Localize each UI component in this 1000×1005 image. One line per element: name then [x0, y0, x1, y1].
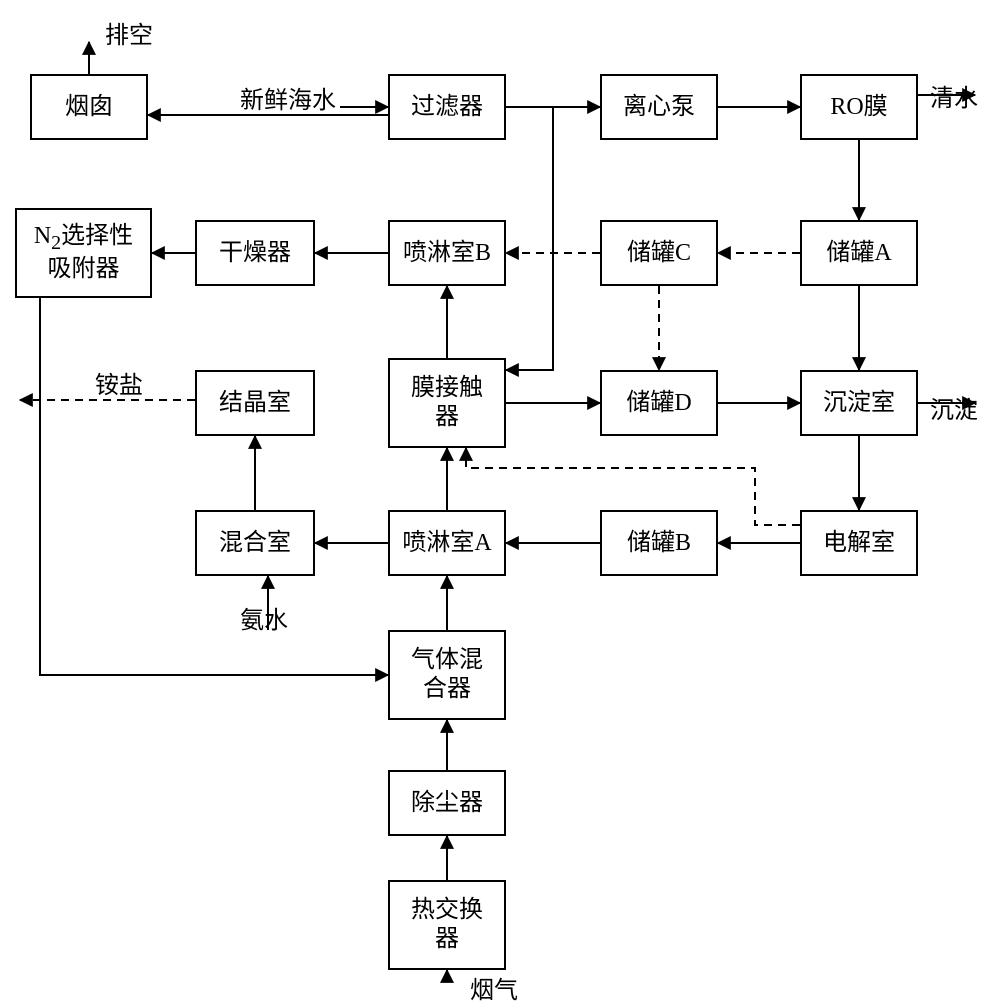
node-dust: 除尘器 [388, 770, 506, 836]
node-label: 喷淋室A [402, 529, 491, 558]
node-sprayB: 喷淋室B [388, 220, 506, 286]
edges-layer [0, 0, 1000, 989]
node-label: 沉淀室 [823, 389, 895, 418]
lbl_seawater: 新鲜海水 [240, 80, 336, 115]
edge-solid-26 [506, 107, 553, 370]
node-pump: 离心泵 [600, 74, 718, 140]
node-gasmix: 气体混合器 [388, 630, 506, 720]
node-label: N2选择性吸附器 [34, 222, 133, 284]
node-tankB: 储罐B [600, 510, 718, 576]
node-n2: N2选择性吸附器 [15, 208, 152, 298]
lbl_clean: 清水 [930, 78, 978, 113]
node-sprayA: 喷淋室A [388, 510, 506, 576]
node-chimney: 烟囱 [30, 74, 148, 140]
node-label: 烟囱 [65, 93, 113, 122]
node-label: 干燥器 [219, 239, 291, 268]
lbl_ammon: 铵盐 [95, 365, 143, 400]
node-label: 离心泵 [623, 93, 695, 122]
node-label: 储罐D [626, 389, 691, 418]
lbl_flue: 烟气 [470, 970, 518, 1005]
node-hx: 热交换器 [388, 880, 506, 970]
lbl_sedout: 沉淀 [930, 390, 978, 425]
lbl_exhaust: 排空 [105, 15, 153, 50]
node-label: 混合室 [219, 529, 291, 558]
node-sed: 沉淀室 [800, 370, 918, 436]
node-label: 储罐C [627, 239, 691, 268]
node-filter: 过滤器 [388, 74, 506, 140]
node-label: RO膜 [830, 93, 887, 122]
node-mix: 混合室 [195, 510, 315, 576]
edge-solid-25 [40, 298, 388, 675]
node-label: 热交换器 [411, 896, 483, 954]
node-label: 储罐B [627, 529, 691, 558]
node-dryer: 干燥器 [195, 220, 315, 286]
node-tankD: 储罐D [600, 370, 718, 436]
node-label: 结晶室 [219, 389, 291, 418]
node-label: 气体混合器 [411, 646, 483, 704]
node-label: 电解室 [823, 529, 895, 558]
node-ro: RO膜 [800, 74, 918, 140]
node-label: 过滤器 [411, 93, 483, 122]
node-label: 膜接触器 [411, 374, 483, 432]
lbl_nh3: 氨水 [240, 600, 288, 635]
node-label: 喷淋室B [403, 239, 491, 268]
node-label: 储罐A [826, 239, 891, 268]
node-tankC: 储罐C [600, 220, 718, 286]
node-memb: 膜接触器 [388, 358, 506, 448]
flowchart-canvas: 烟囱过滤器离心泵RO膜N2选择性吸附器干燥器喷淋室B储罐C储罐A结晶室膜接触器储… [0, 0, 1000, 989]
node-label: 除尘器 [411, 789, 483, 818]
node-cryst: 结晶室 [195, 370, 315, 436]
node-elec: 电解室 [800, 510, 918, 576]
node-tankA: 储罐A [800, 220, 918, 286]
